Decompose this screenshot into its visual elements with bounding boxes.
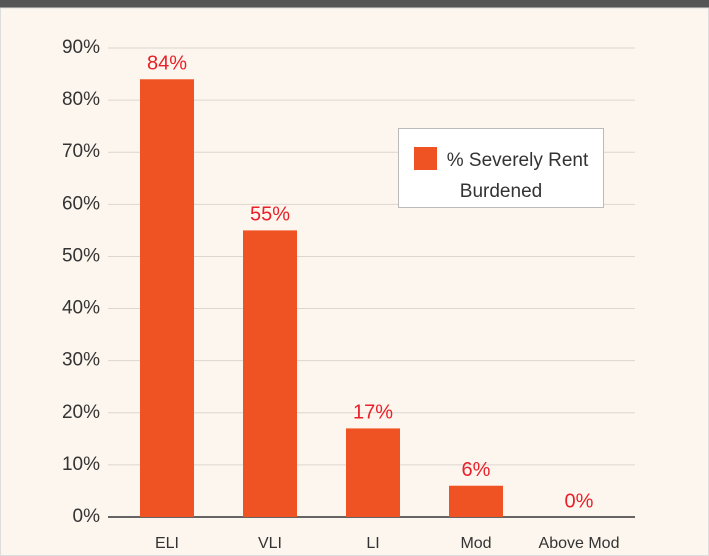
y-tick-label: 60% [62, 193, 100, 214]
x-tick-label: VLI [258, 535, 282, 552]
x-tick-label: Mod [460, 535, 491, 552]
legend: % Severely Rent Burdened [398, 128, 604, 208]
value-label: 0% [565, 490, 594, 512]
bar [449, 485, 503, 517]
y-tick-label: 80% [62, 89, 100, 110]
legend-label: % Severely Rent Burdened [446, 150, 589, 202]
y-tick-label: 10% [62, 454, 100, 475]
top-border [0, 0, 709, 8]
x-tick-label: Above Mod [539, 535, 620, 552]
legend-swatch [413, 147, 437, 170]
y-tick-label: 50% [62, 245, 100, 266]
y-tick-label: 30% [62, 350, 100, 371]
y-tick-label: 20% [62, 402, 100, 423]
bar [346, 428, 400, 517]
value-label: 84% [147, 53, 187, 75]
x-tick-label: LI [366, 535, 379, 552]
value-label: 17% [353, 402, 393, 424]
y-tick-label: 0% [73, 506, 101, 527]
y-tick-label: 40% [62, 298, 100, 319]
value-label: 6% [462, 459, 491, 481]
bar [140, 79, 194, 518]
value-label: 55% [250, 204, 290, 226]
x-tick-label: ELI [155, 535, 179, 552]
bar [243, 230, 297, 517]
y-tick-label: 90% [62, 37, 100, 58]
y-tick-label: 70% [62, 141, 100, 162]
